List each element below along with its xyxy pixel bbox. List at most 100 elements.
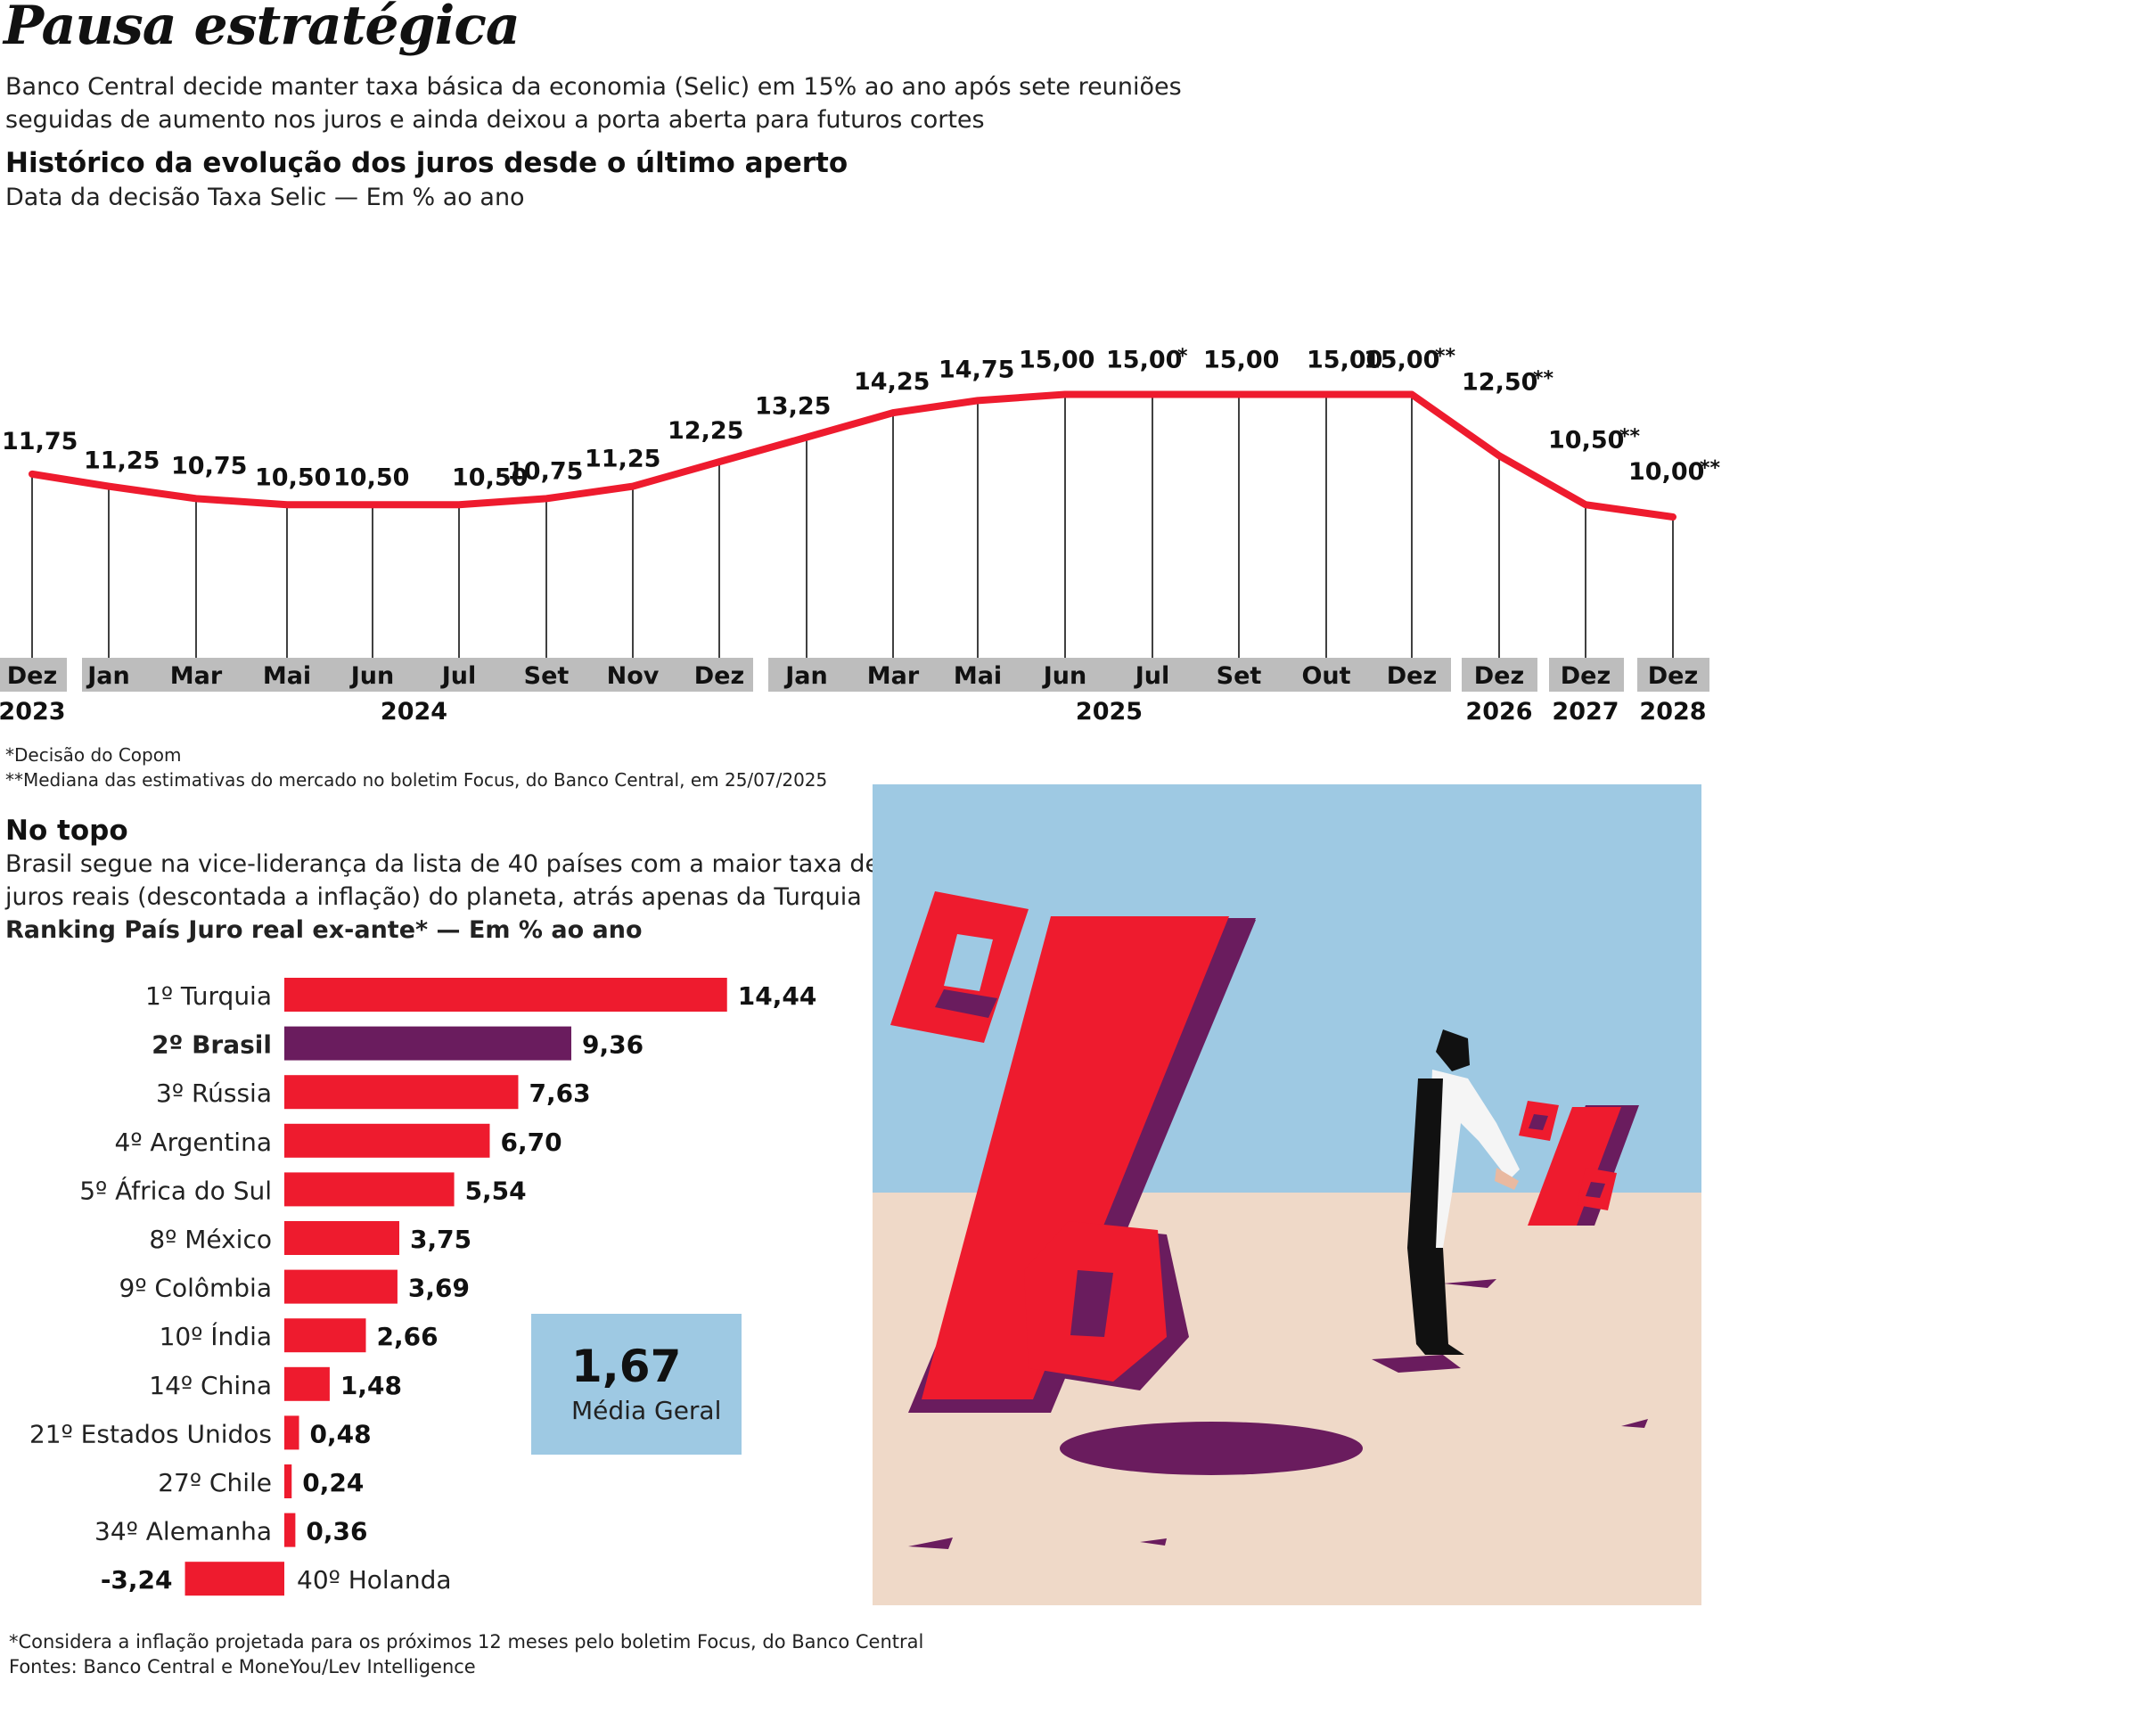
value-label-mark: ** [1435,346,1456,368]
ranking-category-label: 3º Rússia [156,1078,272,1108]
ranking-bar [284,1513,296,1547]
month-axis-band [1549,658,1624,692]
month-tick-label: Dez [7,662,57,690]
ranking-value-label: 3,75 [410,1225,471,1254]
value-label: 11,25 [585,446,660,473]
year-label: 2025 [1076,698,1143,726]
value-label: 11,25 [84,447,160,475]
selic-chart-title: Histórico da evolução dos juros desde o … [5,147,848,179]
month-axis-band [1637,658,1709,692]
ranking-bar [284,1415,299,1450]
value-label: 15,00 [1203,347,1279,374]
value-label: 12,50 [1462,368,1537,396]
month-axis-band [1462,658,1537,692]
year-label: 2028 [1639,698,1706,726]
ground-cracks [908,1279,1648,1549]
ranking-category-label: 40º Holanda [297,1565,452,1595]
value-label: 15,00 [1364,347,1439,374]
average-box: 1,67 Média Geral [531,1314,742,1455]
ranking-value-label: 0,36 [306,1517,367,1546]
month-tick-label: Set [1217,662,1262,690]
ranking-bar [284,1464,292,1498]
value-label: 10,00 [1628,458,1704,486]
year-label: 2027 [1552,698,1619,726]
ranking-value-label: 6,70 [500,1128,562,1157]
year-label: 2023 [0,698,66,726]
small-percent-sign-icon [1519,1101,1639,1226]
month-axis-band [82,658,753,692]
month-tick-label: Jun [349,662,395,690]
ranking-value-label: 1,48 [340,1371,402,1400]
ranking-bar [284,1366,330,1401]
value-label-mark: * [1177,346,1188,368]
ranking-value-label: 0,48 [310,1419,372,1448]
average-label: Média Geral [571,1396,722,1425]
ranking-bar [284,1221,399,1255]
ranking-category-label: 21º Estados Unidos [29,1419,272,1448]
ranking-category-label: 8º México [149,1225,272,1254]
month-tick-label: Set [524,662,570,690]
month-tick-label: Mar [867,662,920,690]
footer-note: *Considera a inflação projetada para os … [9,1631,924,1652]
ranking-value-label: 14,44 [738,981,817,1011]
selic-series-line [29,390,1676,521]
value-label-mark: ** [1700,457,1721,480]
value-label: 15,00 [1307,347,1382,374]
value-label: 15,00 [1019,347,1094,374]
ranking-desc-line-1: Brasil segue na vice-liderança da lista … [5,850,881,878]
ranking-category-label: 27º Chile [158,1468,272,1497]
large-percent-sign-icon [890,891,1256,1413]
value-label: 10,50 [255,463,331,491]
ranking-category-label: 14º China [149,1371,272,1400]
month-tick-label: Jul [440,662,477,690]
ranking-value-label: 7,63 [529,1078,590,1108]
ranking-bar [284,1026,571,1061]
average-value: 1,67 [571,1341,682,1392]
value-label: 10,50 [1548,426,1624,454]
month-tick-label: Jan [86,662,130,690]
value-label: 10,75 [171,452,247,480]
year-label: 2026 [1465,698,1532,726]
ranking-subtitle: Ranking País Juro real ex-ante* — Em % a… [5,916,643,944]
ranking-bar [184,1562,284,1596]
ranking-value-label: 0,24 [302,1468,364,1497]
ranking-bar [284,1075,519,1110]
value-label: 12,25 [668,417,743,445]
ranking-bar [284,1123,490,1158]
businessman-pushing-icon [1407,1029,1520,1355]
value-label: 11,75 [2,428,78,455]
value-label: 10,50 [333,463,409,491]
month-tick-label: Jan [783,662,828,690]
month-axis-band [768,658,1451,692]
intro-line-1: Banco Central decide manter taxa básica … [5,73,1182,101]
month-tick-label: Mai [263,662,311,690]
value-label-mark: ** [1619,425,1641,447]
headline: Pausa estratégica [4,0,521,57]
ranking-value-label: 9,36 [582,1030,644,1060]
percent-illustration [873,784,1701,1605]
selic-chart-subtitle: Data da decisão Taxa Selic — Em % ao ano [5,184,525,211]
ranking-category-label: 10º Índia [160,1321,272,1351]
month-tick-label: Dez [1387,662,1437,690]
ranking-value-label: 5,54 [465,1176,527,1205]
value-label: 14,75 [939,356,1014,383]
intro-line-2: seguidas de aumento nos juros e ainda de… [5,106,985,134]
ranking-bar-chart: 1º Turquia 14,44 2º Brasil 9,36 3º Rússia 7,6… [29,978,817,1596]
value-label: 15,00 [1106,347,1182,374]
ranking-category-label: 5º África do Sul [79,1175,272,1205]
ranking-category-label: 1º Turquia [145,981,272,1011]
month-tick-label: Out [1301,662,1350,690]
ranking-bar [284,978,727,1012]
value-label: 13,25 [755,393,831,421]
ranking-value-label: 2,66 [377,1322,439,1351]
value-label: 10,75 [507,457,583,485]
ranking-title: No topo [5,815,128,847]
ranking-category-label: 34º Alemanha [94,1517,272,1546]
ranking-value-label: -3,24 [101,1565,173,1595]
month-tick-label: Mai [954,662,1002,690]
month-tick-label: Dez [1648,662,1698,690]
ranking-category-label: 2º Brasil [152,1030,272,1060]
month-tick-label: Nov [607,662,660,690]
month-tick-label: Dez [1474,662,1524,690]
